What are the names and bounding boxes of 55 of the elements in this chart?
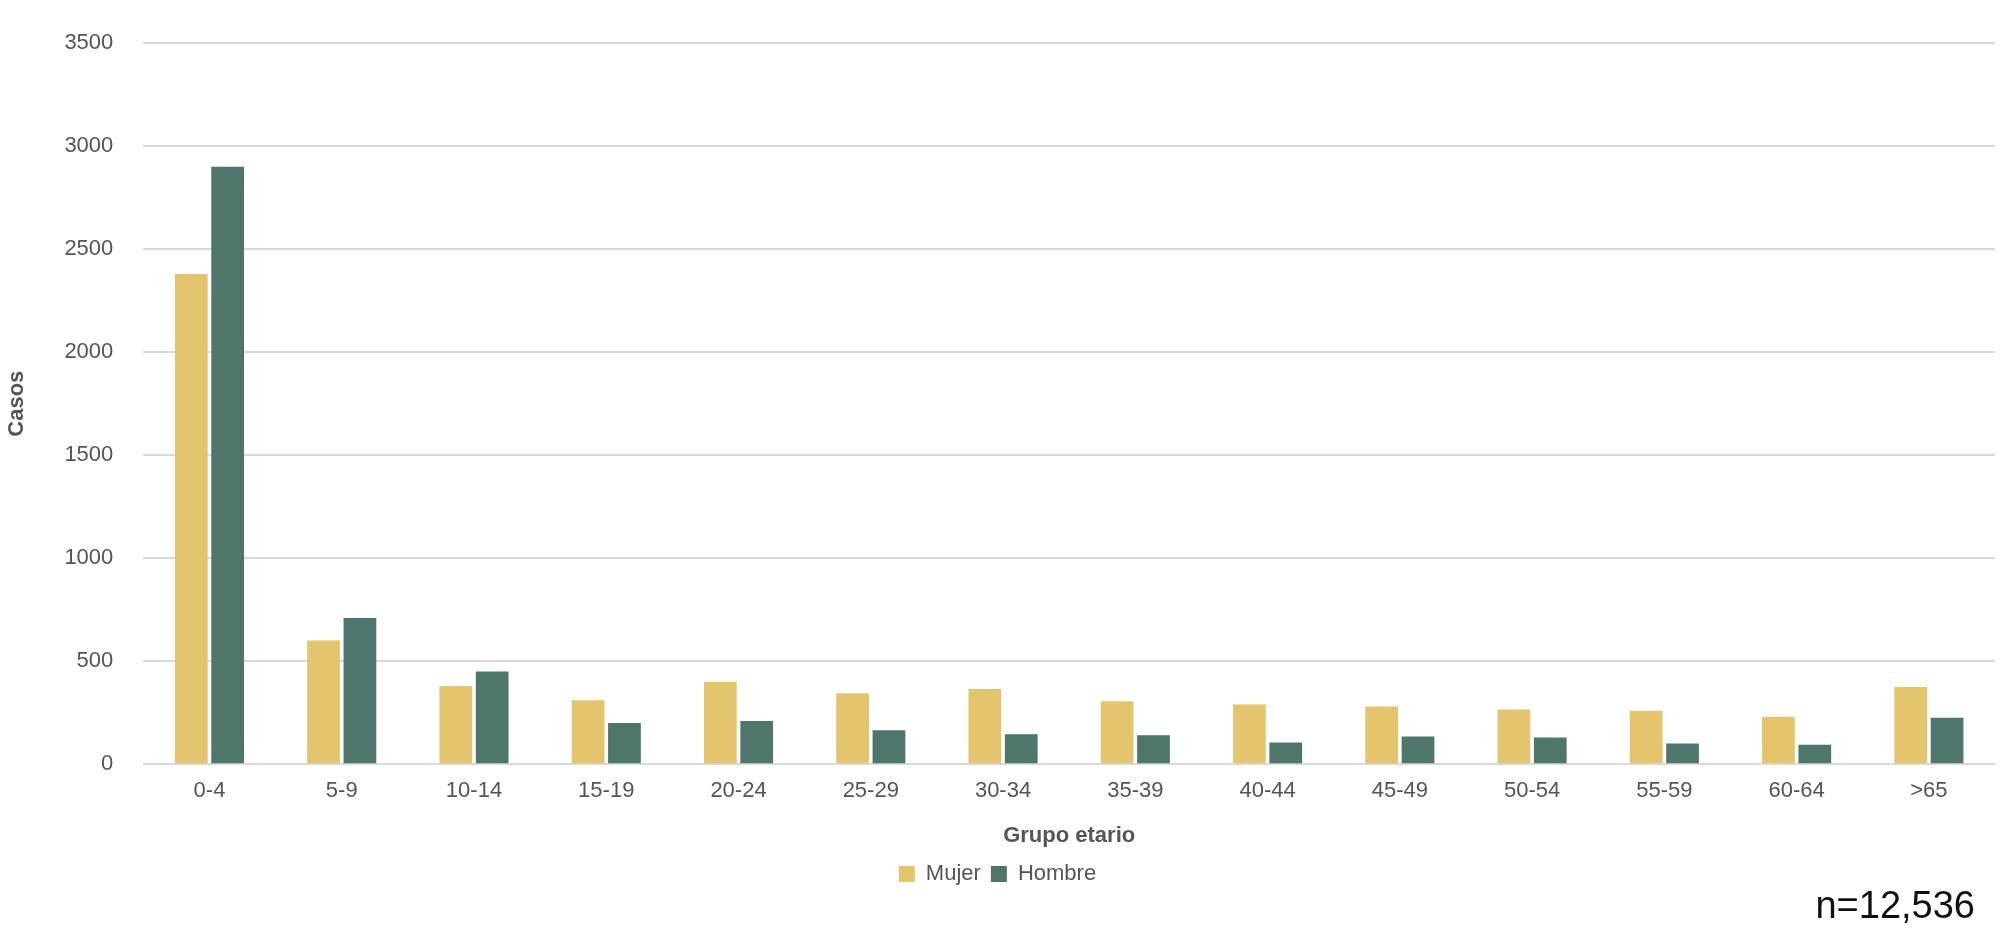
- x-tick-label: 0-4: [193, 777, 226, 803]
- bar: [740, 720, 774, 764]
- x-tick-label: 40-44: [1239, 777, 1296, 803]
- bar: [1269, 742, 1303, 764]
- bar: [1666, 743, 1699, 764]
- bar: [1233, 704, 1266, 764]
- bar: [608, 723, 641, 764]
- bar: [1533, 737, 1567, 764]
- x-tick-label: >65: [1910, 777, 1948, 803]
- y-tick-label: 1500: [64, 441, 114, 467]
- bar: [1401, 736, 1435, 764]
- bar: [475, 671, 509, 764]
- legend-label: Mujer: [925, 860, 981, 886]
- x-tick-label: 10-14: [445, 777, 503, 803]
- bar: [703, 681, 737, 764]
- legend-label: Hombre: [1017, 860, 1097, 886]
- x-tick-label: 35-39: [1107, 777, 1164, 803]
- text: n=12,536: [1815, 884, 1975, 927]
- bar: [211, 166, 245, 764]
- bar: [174, 273, 208, 764]
- x-axis-title: Grupo etario: [1003, 821, 1136, 847]
- y-axis-title: Casos: [3, 370, 29, 437]
- y-tick-label: 0: [101, 750, 114, 776]
- y-tick-label: 3000: [64, 132, 114, 158]
- x-tick-label: 45-49: [1371, 777, 1428, 803]
- bar: [1004, 734, 1038, 764]
- bar: [1762, 716, 1795, 764]
- bar: [1798, 744, 1832, 764]
- bar: [1894, 686, 1928, 764]
- bar: [343, 617, 377, 764]
- x-tick-label: 15-19: [578, 777, 635, 803]
- x-tick-label: 30-34: [974, 777, 1032, 803]
- x-tick-label: 55-59: [1636, 777, 1693, 803]
- y-tick-label: 1000: [64, 544, 114, 570]
- bar: [307, 640, 340, 764]
- bar: [968, 689, 1002, 764]
- x-tick-label: 25-29: [842, 777, 899, 803]
- x-tick-label: 5-9: [325, 777, 358, 803]
- bar: [571, 700, 605, 764]
- bar: [1497, 709, 1531, 764]
- bar: [1629, 710, 1663, 764]
- bar: [1365, 706, 1399, 764]
- x-tick-label: 50-54: [1503, 777, 1561, 803]
- bar: [439, 685, 473, 764]
- y-tick-label: 2500: [64, 235, 114, 261]
- x-tick-label: 20-24: [710, 777, 767, 803]
- bar: [836, 693, 869, 764]
- y-tick-label: 2000: [64, 338, 114, 364]
- bar: [872, 730, 906, 764]
- bar: [1137, 735, 1170, 764]
- bar: [1100, 701, 1134, 764]
- y-tick-label: 500: [76, 647, 114, 673]
- x-tick-label: 60-64: [1768, 777, 1825, 803]
- y-tick-label: 3500: [64, 29, 114, 55]
- bar: [1930, 717, 1964, 764]
